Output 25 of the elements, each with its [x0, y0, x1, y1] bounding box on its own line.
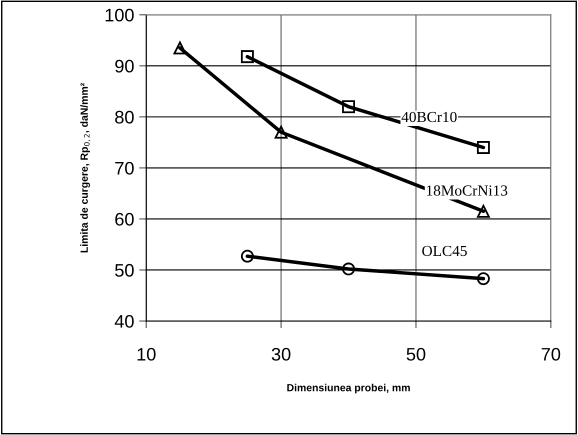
x-tick-label: 50	[406, 348, 426, 361]
point	[240, 50, 254, 64]
y-tick-label: 100	[106, 8, 134, 22]
series-label: 18MoCrNi13	[426, 185, 508, 196]
y-axis-title: Limita de curgere, Rp$_{0,2}$, daN/mm²	[80, 83, 90, 252]
y-tick-label: 90	[115, 60, 134, 73]
point	[173, 42, 186, 54]
x-tick-label: 10	[138, 348, 156, 361]
point	[274, 126, 288, 139]
y-tick-label: 40	[114, 314, 134, 328]
point	[240, 250, 254, 263]
x-tick-label: 30	[272, 348, 290, 361]
point	[342, 262, 355, 276]
series-label: OLC45	[422, 246, 467, 256]
point	[342, 100, 355, 114]
y-tick-label: 70	[115, 162, 134, 175]
point	[476, 141, 490, 154]
y-tick-label: 80	[115, 110, 134, 124]
x-axis-title: Dimensiunea probei, mm	[287, 384, 410, 394]
y-tick-label: 60	[115, 212, 134, 226]
point	[476, 272, 490, 286]
point	[476, 204, 490, 218]
series-label: 40BCr10	[402, 112, 457, 122]
y-tick-label: 50	[115, 264, 134, 277]
x-tick-label: 70	[542, 348, 560, 361]
